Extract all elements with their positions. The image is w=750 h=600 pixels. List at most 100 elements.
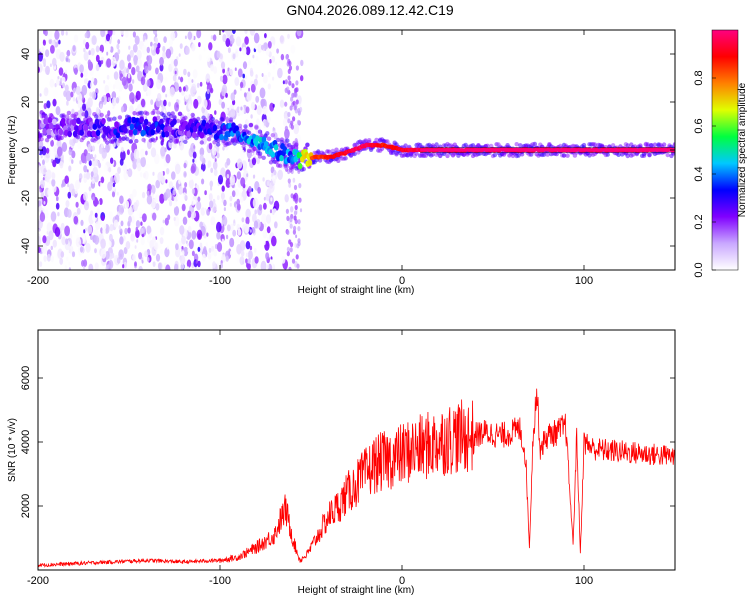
noise-blob	[53, 89, 58, 99]
noise-blob	[58, 67, 64, 76]
noise-blob	[182, 216, 188, 225]
noise-blob	[239, 196, 244, 203]
noise-blob	[155, 203, 160, 211]
noise-blob	[59, 161, 64, 169]
noise-blob	[221, 87, 226, 97]
noise-blob	[220, 262, 223, 269]
y-tick-label: 0	[20, 147, 32, 153]
noise-blob	[178, 87, 182, 93]
noise-blob	[127, 62, 132, 70]
noise-blob	[77, 141, 82, 150]
noise-blob	[222, 30, 225, 33]
noise-blob	[252, 54, 255, 59]
noise-blob	[176, 79, 179, 83]
noise-blob	[73, 215, 79, 225]
noise-blob	[264, 33, 267, 39]
noise-blob	[225, 38, 231, 47]
noise-blob	[173, 217, 176, 221]
noise-blob	[42, 39, 47, 46]
noise-blob	[226, 234, 229, 240]
noise-blob	[123, 261, 128, 269]
noise-blob	[106, 121, 110, 127]
noise-blob	[290, 44, 296, 54]
ridge-mark	[261, 136, 267, 143]
noise-blob	[243, 92, 247, 98]
noise-blob	[57, 212, 60, 217]
noise-blob	[166, 168, 170, 175]
ridge-halo	[125, 136, 130, 142]
noise-blob	[272, 210, 275, 215]
noise-blob	[263, 202, 267, 210]
noise-blob	[85, 41, 90, 50]
ridge-halo	[94, 114, 99, 119]
noise-blob	[152, 171, 155, 176]
noise-blob	[119, 231, 123, 236]
noise-blob	[125, 241, 131, 250]
ridge-mark	[132, 129, 138, 136]
noise-blob	[244, 36, 249, 45]
noise-blob	[91, 145, 95, 152]
noise-blob	[165, 154, 171, 164]
noise-blob	[38, 52, 43, 62]
noise-blob	[65, 200, 70, 208]
noise-blob	[147, 55, 153, 65]
noise-blob	[199, 242, 203, 248]
noise-blob	[87, 59, 92, 66]
noise-blob	[108, 259, 114, 269]
ridge-halo	[41, 114, 46, 120]
noise-blob	[195, 259, 198, 264]
noise-blob	[277, 169, 284, 180]
x-tick-label: -200	[27, 275, 49, 287]
noise-blob	[267, 236, 270, 241]
noise-blob	[95, 54, 100, 63]
ridge-mark	[42, 128, 47, 135]
noise-blob	[296, 30, 302, 37]
noise-blob	[135, 220, 141, 228]
noise-blob	[165, 264, 171, 270]
noise-blob	[289, 105, 293, 111]
ridge-halo	[305, 142, 310, 148]
ridge-halo	[445, 153, 450, 159]
ridge-halo	[206, 137, 212, 142]
noise-blob	[212, 34, 217, 41]
ridge-halo	[214, 119, 219, 124]
noise-blob	[88, 50, 91, 56]
noise-blob	[155, 179, 160, 189]
noise-blob	[133, 148, 140, 160]
noise-blob	[287, 75, 291, 81]
noise-blob	[39, 188, 42, 193]
noise-blob	[243, 170, 249, 181]
ridge-halo	[246, 148, 252, 153]
noise-blob	[194, 159, 197, 164]
noise-blob	[191, 43, 196, 52]
noise-blob	[295, 254, 299, 260]
noise-blob	[212, 147, 217, 156]
snr-frame	[37, 329, 676, 571]
noise-blob	[249, 30, 256, 36]
noise-blob	[256, 105, 262, 116]
noise-blob	[68, 267, 71, 270]
noise-blob	[159, 193, 165, 204]
noise-blob	[204, 190, 207, 196]
noise-blob	[298, 197, 302, 203]
ridge-mark	[71, 119, 77, 126]
noise-blob	[229, 195, 233, 202]
noise-blob	[251, 227, 256, 234]
noise-blob	[234, 188, 239, 197]
y-tick-label: 20	[20, 96, 32, 108]
noise-blob	[42, 177, 45, 181]
noise-blob	[181, 203, 186, 212]
noise-blob	[138, 265, 143, 270]
noise-blob	[284, 125, 288, 131]
noise-blob	[250, 101, 256, 111]
ridge-halo	[112, 116, 117, 121]
noise-blob	[91, 178, 95, 185]
noise-blob	[140, 156, 146, 168]
ridge-halo	[394, 152, 399, 157]
ridge-mark	[67, 130, 72, 138]
noise-blob	[124, 200, 130, 209]
noise-blob	[87, 225, 93, 235]
noise-blob	[254, 209, 257, 215]
noise-blob	[286, 246, 290, 252]
noise-blob	[140, 237, 145, 246]
